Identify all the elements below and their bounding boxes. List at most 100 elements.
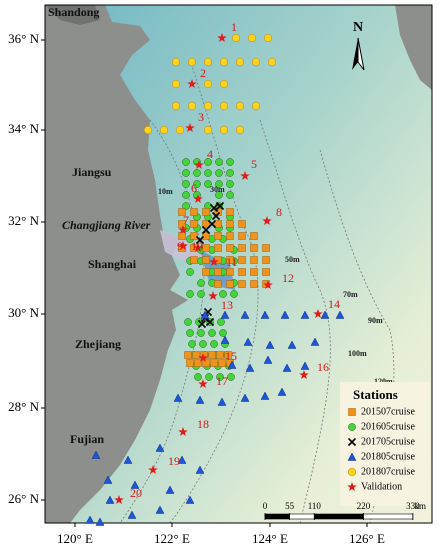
station-201605 xyxy=(348,423,356,431)
validation-id: 19 xyxy=(168,454,180,468)
station-201507 xyxy=(262,244,270,252)
depth-label: 10m xyxy=(158,187,173,196)
region-label: Shandong xyxy=(48,5,99,19)
station-201605 xyxy=(215,191,223,199)
station-201605 xyxy=(230,290,238,298)
station-201507 xyxy=(178,220,186,228)
station-201605 xyxy=(215,169,223,177)
station-201807 xyxy=(251,57,261,67)
station-201805 xyxy=(335,310,345,319)
station-201605 xyxy=(204,180,212,188)
scale-segment xyxy=(289,513,315,520)
scale-label: 110 xyxy=(308,501,322,511)
station-201507 xyxy=(226,208,234,216)
station-201605 xyxy=(226,191,234,199)
station-201507 xyxy=(202,359,210,367)
station-201605 xyxy=(204,158,212,166)
station-201805 xyxy=(220,310,230,319)
station-201605 xyxy=(227,373,235,381)
station-201805 xyxy=(227,360,237,369)
station-201605 xyxy=(197,290,205,298)
station-201807 xyxy=(143,125,153,135)
station-201807 xyxy=(219,79,229,89)
station-201507 xyxy=(224,351,232,359)
validation-star xyxy=(313,309,323,318)
station-201805 xyxy=(195,465,205,474)
validation-id: 5 xyxy=(251,157,257,171)
station-201507 xyxy=(238,256,246,264)
station-201807 xyxy=(175,125,185,135)
station-201807 xyxy=(171,57,181,67)
scale-segment xyxy=(264,513,290,520)
validation-star xyxy=(263,280,273,289)
scale-label: 220 xyxy=(357,501,371,511)
station-201507 xyxy=(190,220,198,228)
station-201605 xyxy=(193,180,201,188)
station-201705 xyxy=(197,319,207,329)
station-201805 xyxy=(240,310,250,319)
station-201507 xyxy=(192,351,200,359)
lon-label: 126° E xyxy=(349,531,385,546)
station-201605 xyxy=(216,373,224,381)
depth-label: 30m xyxy=(210,185,225,194)
station-201507 xyxy=(250,256,258,264)
validation-star xyxy=(347,482,357,491)
station-201605 xyxy=(186,290,194,298)
legend-entry: 201805cruise xyxy=(361,451,415,462)
station-201507 xyxy=(202,208,210,216)
station-201507 xyxy=(238,220,246,228)
station-201705 xyxy=(215,201,225,211)
validation-star xyxy=(187,79,197,88)
validation-id: 3 xyxy=(198,110,204,124)
station-201805 xyxy=(280,310,290,319)
station-201605 xyxy=(182,202,190,210)
validation-id: 1 xyxy=(231,20,237,34)
station-201507 xyxy=(178,208,186,216)
station-201507 xyxy=(214,244,222,252)
station-201805 xyxy=(220,335,230,344)
station-201507 xyxy=(216,351,224,359)
map-frame xyxy=(44,4,433,524)
region-label: Fujian xyxy=(70,432,104,446)
station-201807 xyxy=(247,33,257,43)
station-201805 xyxy=(282,363,292,372)
station-201507 xyxy=(250,244,258,252)
region-label: Zhejiang xyxy=(75,337,121,351)
station-201705 xyxy=(207,219,217,229)
station-201807 xyxy=(235,57,245,67)
station-201507 xyxy=(226,232,234,240)
station-201605 xyxy=(186,268,194,276)
station-201507 xyxy=(226,268,234,276)
validation-star xyxy=(178,427,188,436)
validation-id: 15 xyxy=(225,349,237,363)
validation-star xyxy=(193,194,203,203)
station-201805 xyxy=(173,393,183,402)
station-201805 xyxy=(265,340,275,349)
station-201605 xyxy=(182,191,190,199)
station-201605 xyxy=(215,180,223,188)
station-201507 xyxy=(184,351,192,359)
validation-id: 8 xyxy=(276,205,282,219)
station-201807 xyxy=(203,57,213,67)
station-201805 xyxy=(105,495,115,504)
station-201807 xyxy=(219,57,229,67)
validation-id: 7 xyxy=(183,213,189,227)
scale-segment xyxy=(313,513,364,520)
legend xyxy=(347,408,357,491)
station-201605 xyxy=(193,169,201,177)
station-201507 xyxy=(190,256,198,264)
station-201805 xyxy=(85,515,95,524)
north-arrow xyxy=(352,38,358,70)
validation-id: 16 xyxy=(317,360,329,374)
station-201705 xyxy=(205,317,215,327)
station-201507 xyxy=(186,359,194,367)
station-201605 xyxy=(208,329,216,337)
station-201605 xyxy=(210,340,218,348)
validation-star xyxy=(208,291,218,300)
scale-segment xyxy=(363,513,414,520)
validation-id: 12 xyxy=(282,271,294,285)
station-201805 xyxy=(103,475,113,484)
region-label: Changjiang River xyxy=(62,218,151,232)
north-arrow xyxy=(357,37,365,71)
station-201605 xyxy=(199,340,207,348)
